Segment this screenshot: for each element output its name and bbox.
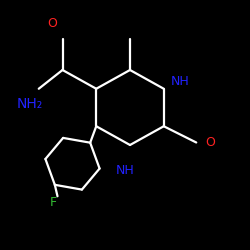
Text: O: O [205,136,215,149]
Text: F: F [50,196,57,209]
Text: NH: NH [116,164,134,176]
Text: NH: NH [170,75,190,88]
Text: O: O [48,17,58,30]
Text: NH₂: NH₂ [17,97,43,111]
